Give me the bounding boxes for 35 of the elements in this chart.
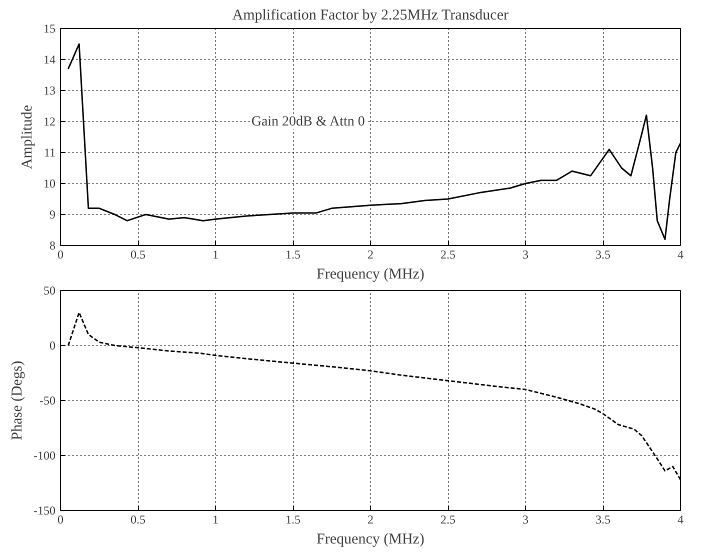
y-tick-label: 13 bbox=[44, 84, 56, 98]
x-tick-label: 4 bbox=[678, 512, 684, 526]
x-tick-label: 4 bbox=[678, 248, 684, 262]
y-tick-label: 15 bbox=[44, 22, 56, 36]
x-tick-label: 1.5 bbox=[286, 512, 300, 526]
y-tick-label: -150 bbox=[34, 504, 56, 518]
x-tick-label: 2 bbox=[368, 248, 374, 262]
y-tick-label: 10 bbox=[44, 176, 56, 190]
y-tick-label: 50 bbox=[44, 284, 56, 298]
y-tick-label: 11 bbox=[44, 146, 56, 160]
x-tick-label: 1 bbox=[212, 512, 218, 526]
x-tick-label: 1 bbox=[212, 248, 218, 262]
y-axis-title: Phase (Degs) bbox=[10, 360, 26, 440]
y-tick-label: 12 bbox=[44, 114, 56, 128]
y-tick-label: 14 bbox=[44, 52, 56, 66]
x-tick-label: 2.5 bbox=[440, 512, 456, 526]
annotation: Gain 20dB & Attn 0 bbox=[251, 114, 365, 130]
x-tick-label: 3 bbox=[522, 248, 528, 262]
x-tick-label: 3.5 bbox=[596, 512, 610, 526]
x-tick-label: 2.5 bbox=[440, 248, 456, 262]
x-tick-label: 1.5 bbox=[286, 248, 300, 262]
x-tick-label: 3 bbox=[522, 512, 528, 526]
x-axis-title: Frequency (MHz) bbox=[316, 266, 424, 282]
x-tick-label: 2 bbox=[368, 512, 374, 526]
y-tick-label: 8 bbox=[50, 238, 56, 252]
x-tick-label: 0.5 bbox=[130, 512, 146, 526]
y-tick-label: 9 bbox=[50, 208, 56, 222]
x-axis-title: Frequency (MHz) bbox=[316, 532, 424, 548]
y-tick-label: -50 bbox=[40, 394, 56, 408]
x-tick-label: 0.5 bbox=[130, 248, 146, 262]
y-tick-label: -100 bbox=[34, 448, 56, 462]
y-tick-label: 0 bbox=[50, 338, 56, 352]
y-axis-title: Amplitude bbox=[20, 104, 36, 170]
x-tick-label: 3.5 bbox=[596, 248, 610, 262]
chart-title: Amplification Factor by 2.25MHz Transducer bbox=[232, 8, 508, 24]
